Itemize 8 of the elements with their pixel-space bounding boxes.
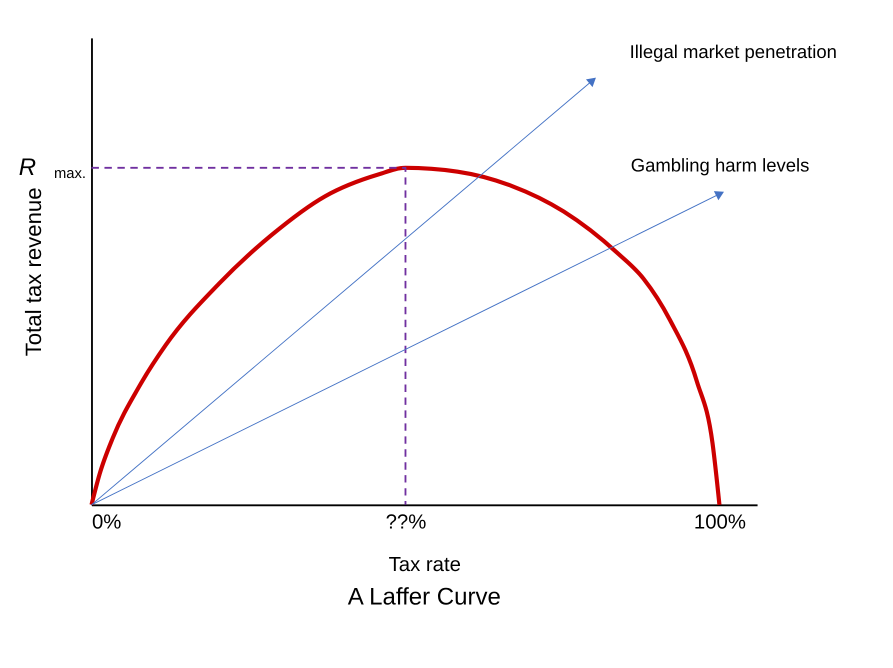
x-axis-title: Tax rate	[388, 554, 461, 576]
x-tick-label: 0%	[92, 511, 122, 534]
y-axis-title: Total tax revenue	[21, 187, 46, 356]
series-label: Illegal market penetration	[630, 41, 837, 62]
x-tick-label: 100%	[694, 511, 746, 534]
text: A Laffer Curve	[348, 584, 501, 611]
series-label: Gambling harm levels	[630, 154, 810, 176]
x-tick-label: ??%	[386, 511, 426, 534]
